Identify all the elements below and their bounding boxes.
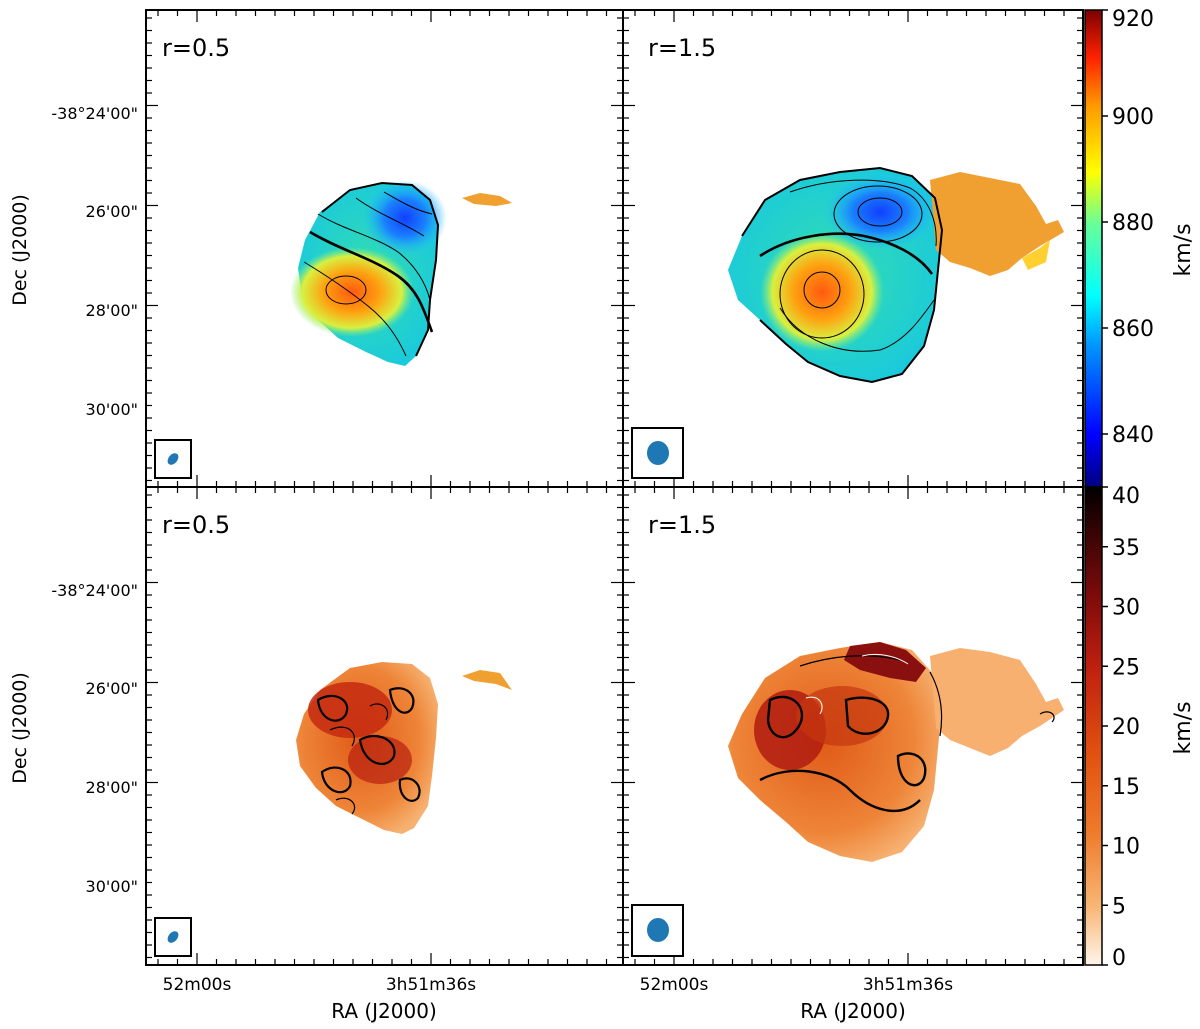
y-tick-label: 28'00" [86,778,138,797]
colorbar-tick-label: 840 [1112,423,1154,448]
panel-bottom-left [296,662,512,834]
colorbar-tick-label: 20 [1112,715,1140,740]
colorbar-tick-label: 900 [1112,105,1154,130]
y-tick-label: 26'00" [86,679,138,698]
x-tick-label: 3h51m36s [863,975,953,995]
y-tick-label: 30'00" [86,400,138,419]
beam-ellipse-small [167,453,179,465]
colorbar-tick-label: 30 [1112,596,1140,621]
beam-ellipse-large [647,918,669,942]
colorbar-tick-label: 10 [1112,835,1140,860]
colorbar-tick-label: 40 [1112,484,1140,509]
colorbar-tick-label: 35 [1112,536,1140,561]
y-axis-label-top: Dec (J2000) [9,194,31,306]
y-axis-label-bottom: Dec (J2000) [9,672,31,784]
colorbar-velocity [1084,9,1103,488]
panel-label-bottom-right: r=1.5 [648,511,716,539]
y-tick-label: -38°24'00" [51,104,138,123]
colorbar-tick-label: 0 [1112,946,1126,971]
y-tick-label: 26'00" [86,202,138,221]
panel-label-top-left: r=0.5 [162,34,230,62]
colorbar-tick-label: 880 [1112,211,1154,236]
colorbar-ticks: 840 860 880 900 920 0 5 10 15 20 25 30 35 40 [1102,7,1154,971]
panel-frames [145,9,1084,966]
panel-bottom-right [728,642,1064,862]
colorbar-tick-label: 25 [1112,655,1140,680]
colorbar-dispersion [1084,486,1103,966]
colorbar-tick-label: 5 [1112,894,1126,919]
beam-ellipse-small [167,931,179,943]
panel-label-top-right: r=1.5 [648,34,716,62]
panel-top-right [728,166,1064,384]
y-tick-label: 28'00" [86,301,138,320]
colorbar-tick-label: 860 [1112,317,1154,342]
x-axis-label-left: RA (J2000) [331,999,437,1023]
x-tick-label: 3h51m36s [386,975,476,995]
y-tick-labels: -38°24'00" 26'00" 28'00" 30'00" -38°24'00" 26… [51,104,138,896]
x-tick-label: 52m00s [640,975,709,995]
panel-top-left [290,180,512,366]
panel-label-bottom-left: r=0.5 [162,511,230,539]
beam-inset-top-right [631,427,684,479]
axis-ticks [146,10,1083,965]
x-tick-labels: 52m00s 3h51m36s 52m00s 3h51m36s [163,975,954,995]
y-tick-label: 30'00" [86,877,138,896]
x-tick-label: 52m00s [163,975,232,995]
y-tick-label: -38°24'00" [51,581,138,600]
colorbar-velocity-label: km/s [1171,223,1196,276]
colorbar-tick-label: 15 [1112,775,1140,800]
beam-inset-bottom-right [631,904,684,957]
beam-inset-top-left [154,439,192,479]
colorbar-dispersion-label: km/s [1171,701,1196,754]
x-axis-label-right: RA (J2000) [800,999,906,1023]
colorbar-tick-label: 920 [1112,7,1154,32]
beam-inset-bottom-left [154,917,192,957]
beam-ellipse-large [647,441,669,465]
